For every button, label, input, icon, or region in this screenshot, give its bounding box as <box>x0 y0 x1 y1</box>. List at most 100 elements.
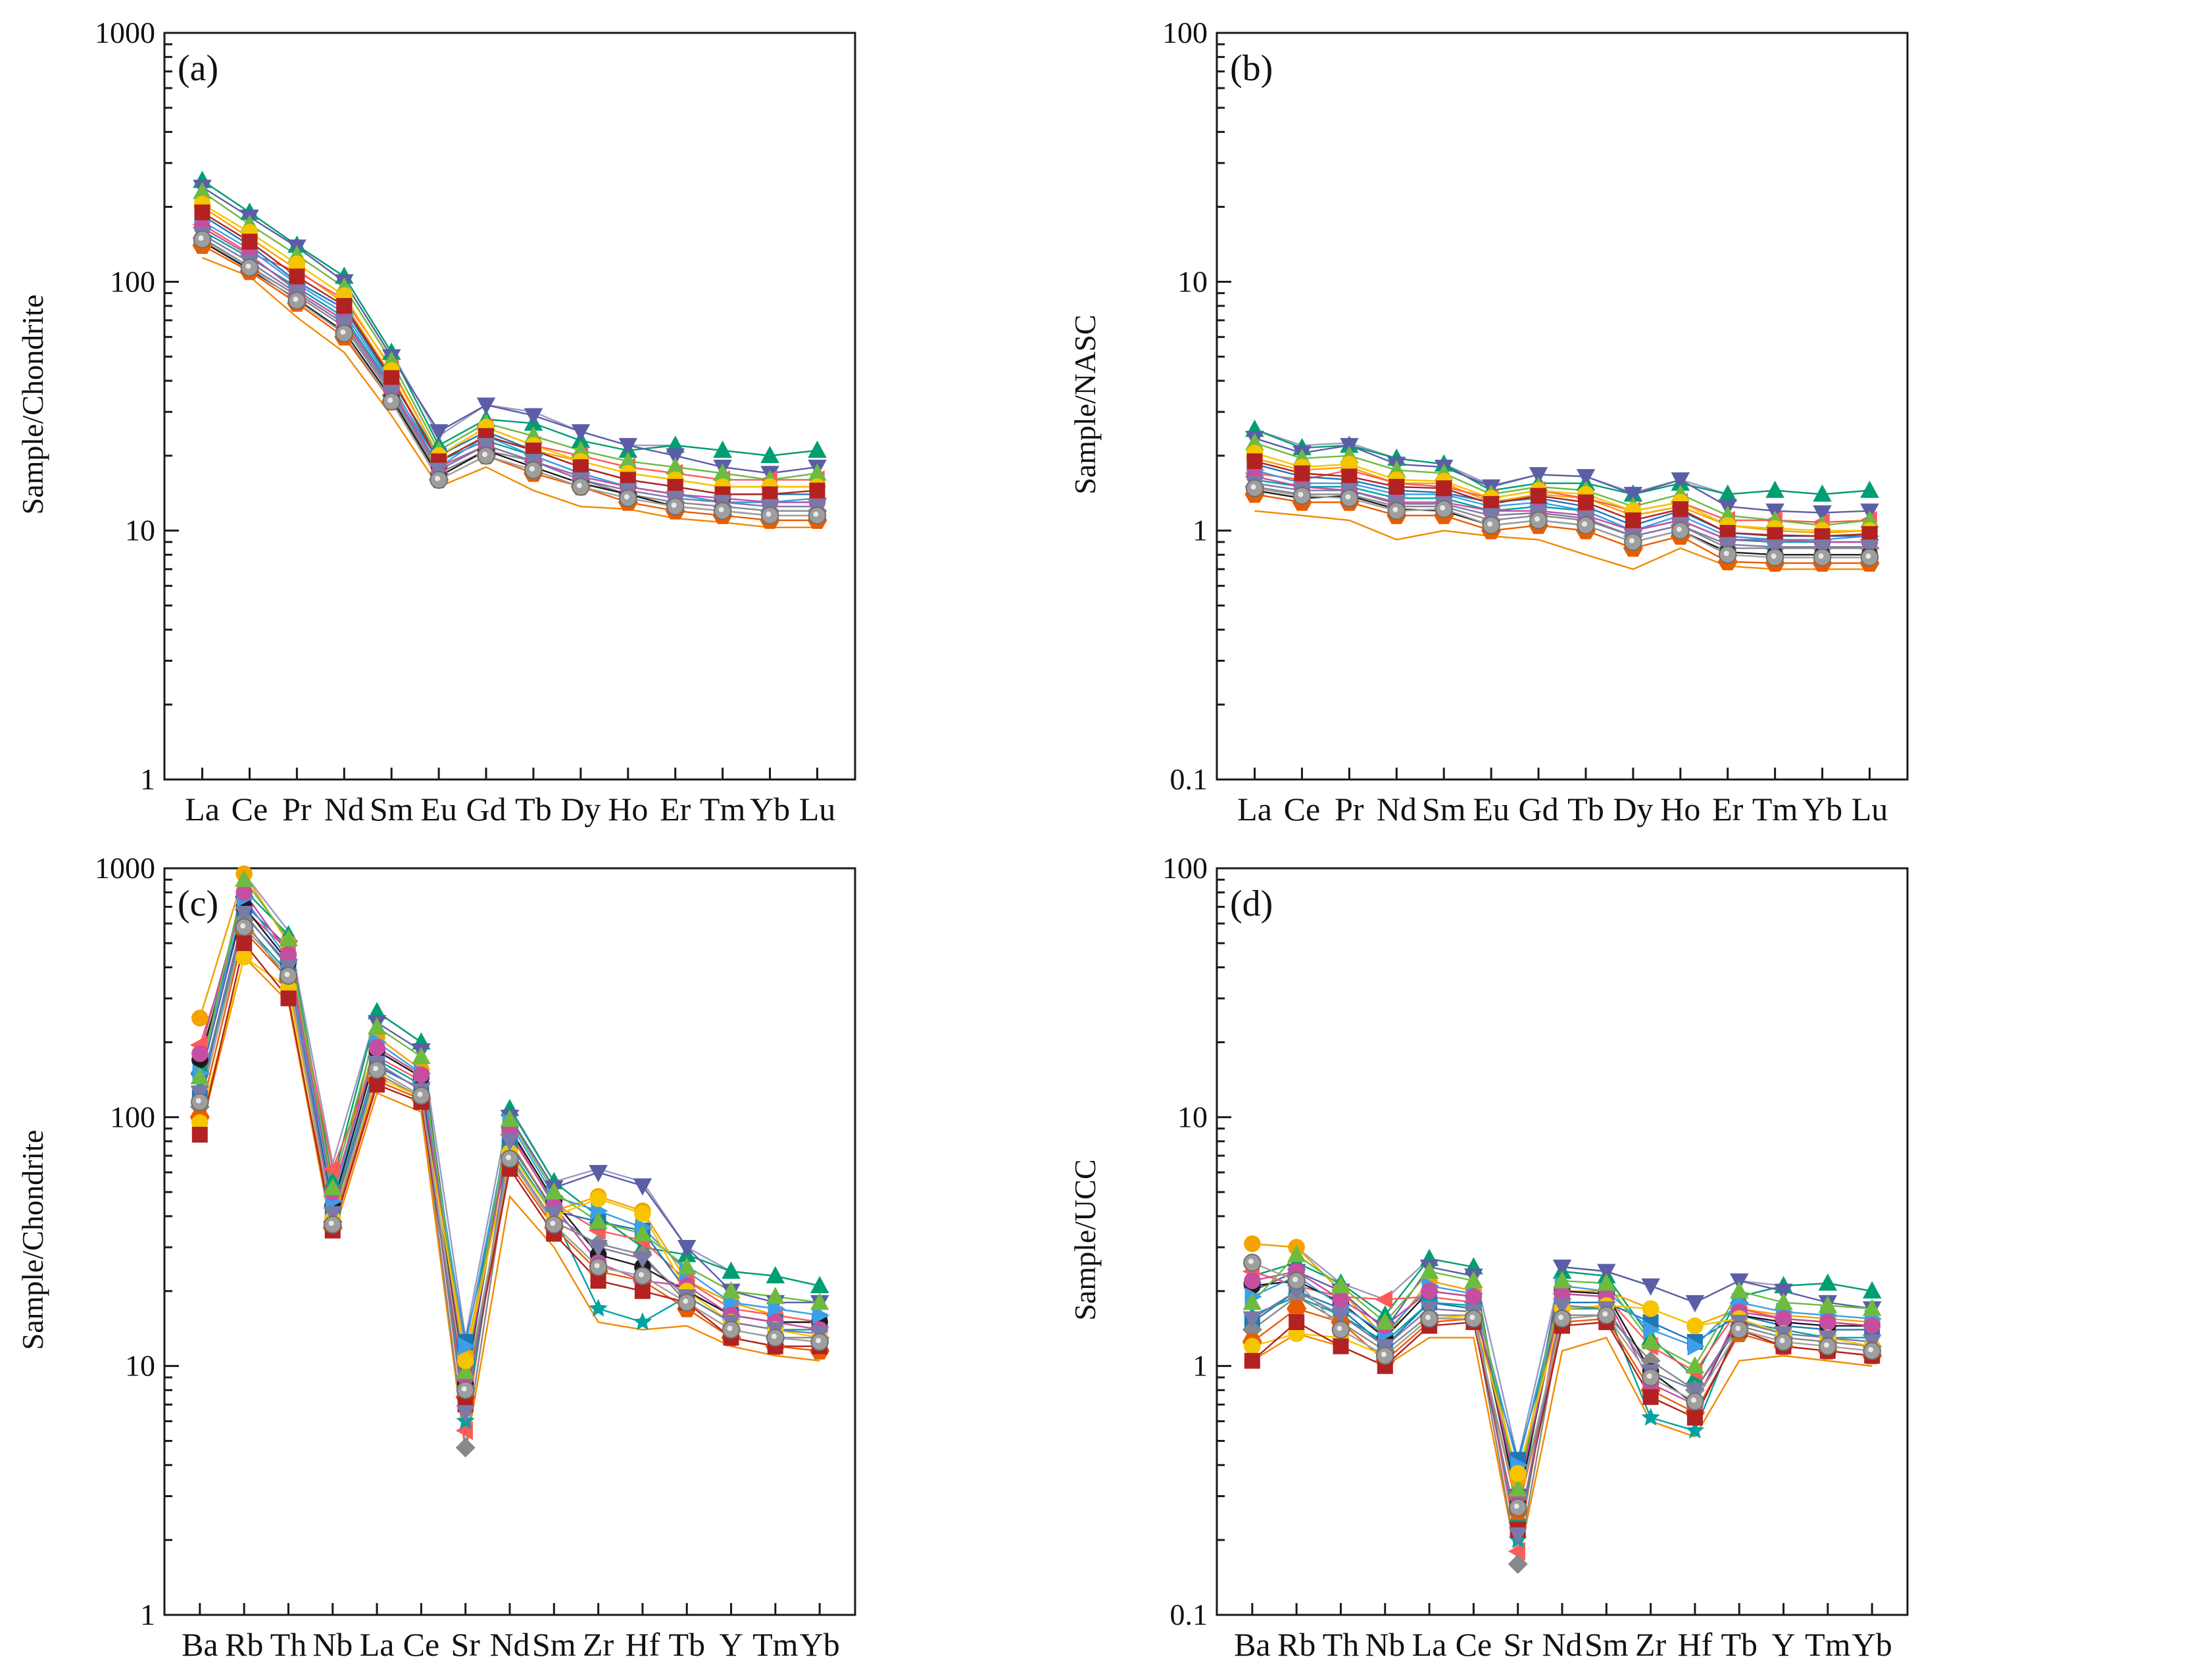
panel-d-category-label: Nb <box>1365 1626 1405 1663</box>
panel-b-point-highlight <box>1487 521 1493 527</box>
panel-d-series-14-point <box>1244 1352 1260 1369</box>
panel-a-ytick-label: 1000 <box>95 16 155 49</box>
panel-d-ytick-label: 100 <box>1162 851 1208 885</box>
panel-a-plot: 1 10 100 1000 La Ce Pr Nd Sm Eu Gd Tb Dy Ho Er Tm Yb Lu <box>95 16 856 828</box>
panel-d-series-15-point <box>1508 1527 1527 1545</box>
panel-d-series-3-point <box>1244 1235 1261 1252</box>
panel-a-series-14-point <box>194 204 210 220</box>
panel-a-series-2-point <box>476 397 496 415</box>
panel-d-series-12-point <box>1729 1281 1749 1299</box>
panel-b-series-14-point <box>1719 525 1736 541</box>
panel-c-series-12-point <box>677 1257 697 1275</box>
panel-d-series-7-point <box>1508 1554 1528 1574</box>
panel-a-category-label: La <box>185 791 220 828</box>
panel-a-category-label: Tb <box>515 791 552 828</box>
panel-c-series-1-point <box>766 1266 785 1284</box>
panel-b-series-2-point <box>1576 469 1596 487</box>
panel-c-series-12-point <box>766 1287 785 1304</box>
panel-a-point-highlight <box>435 476 441 482</box>
panel-d-series-14-point <box>1642 1389 1659 1405</box>
panel-c-point-highlight <box>284 972 290 977</box>
panel-b-series-2-point <box>1813 505 1832 523</box>
panel-a-category-label: Er <box>660 791 691 828</box>
panel-a-category-label: Ce <box>232 791 268 828</box>
panel-b-category-label: Tb <box>1567 791 1604 828</box>
panel-d-point-highlight <box>1425 1314 1431 1320</box>
panel-b-category-label: Dy <box>1613 791 1653 828</box>
panel-c-series-12-point <box>545 1182 564 1200</box>
panel-c-category-label: La <box>360 1626 395 1663</box>
panel-c-ytick-label: 1000 <box>95 851 155 885</box>
panel-b-category-label: Pr <box>1335 791 1364 828</box>
panel-c-category-label: Nb <box>312 1626 353 1663</box>
panel-d-series-12-point <box>1818 1295 1838 1313</box>
panel-b-series-14-point <box>1341 468 1358 485</box>
panel-d-ytick-label: 10 <box>1177 1100 1208 1133</box>
panel-b-series-1-point <box>1813 484 1832 502</box>
panel-b-ytick-label: 1 <box>1192 514 1208 547</box>
panel-d: 0.1 1 10 100 Ba Rb Th Nb La Ce Sr Nd Sm Zr Hf Tb Y Tm Yb (… <box>1068 851 1909 1663</box>
panel-a-category-label: Dy <box>560 791 601 828</box>
panel-c-series-2-point <box>633 1178 652 1196</box>
panel-c-series-7-point <box>455 1437 476 1458</box>
panel-c-ytick-label: 10 <box>125 1349 155 1383</box>
panel-c-series-14-point <box>191 1127 208 1143</box>
panel-a-series-2-point <box>524 408 543 426</box>
panel-c-category-label: Hf <box>626 1626 660 1663</box>
panel-d-category-label: La <box>1412 1626 1447 1663</box>
panel-c-series-15-point <box>589 1239 608 1258</box>
panel-c-ylabel: Sample/Chondrite <box>16 1130 49 1350</box>
panel-d-category-label: Ce <box>1456 1626 1492 1663</box>
panel-d-tag: (d) <box>1230 883 1273 924</box>
panel-c-series-15-point <box>545 1206 564 1223</box>
panel-b-point-highlight <box>1581 521 1587 527</box>
panel-d-point-highlight <box>1558 1314 1563 1320</box>
panel-d-series-14-point <box>1289 1314 1305 1330</box>
panel-a-point-highlight <box>576 483 582 489</box>
panel-b-plot: 0.1 1 10 100 La Ce Pr Nd Sm Eu Gd Tb Dy Ho Er Tm Yb Lu <box>1162 16 1909 828</box>
panel-b-series-15-point <box>1813 539 1832 557</box>
panel-d-series-2-point <box>1685 1295 1705 1313</box>
panel-a-point-highlight <box>813 511 819 517</box>
panel-b-series-14-point <box>1625 512 1641 528</box>
panel-a-category-label: Pr <box>282 791 312 828</box>
panel-c-series-12-point <box>722 1281 741 1299</box>
panel-d-category-label: Ba <box>1234 1626 1271 1663</box>
panel-d-series-12-point <box>1641 1332 1660 1350</box>
panel-b-series-14-point <box>1767 527 1783 543</box>
panel-c-category-label: Y <box>719 1626 743 1663</box>
panel-d-category-label: Zr <box>1635 1626 1667 1663</box>
panel-a-series-12-point <box>808 463 827 481</box>
panel-d-series-11-point <box>1863 1317 1880 1335</box>
panel-b-ytick-label: 10 <box>1177 264 1208 298</box>
panel-b-series-14-point <box>1672 501 1688 517</box>
panel-a-series-12-point <box>618 451 638 469</box>
panel-a-point-highlight <box>387 397 393 403</box>
panel-c-series-14-point <box>236 935 253 951</box>
panel-a-series-1-line <box>201 180 818 457</box>
panel-a-point-highlight <box>529 466 535 472</box>
panel-c-series-13-point <box>634 1205 651 1222</box>
panel-c-point-highlight <box>816 1338 822 1344</box>
panel-a-envelope-lower <box>202 257 818 528</box>
panel-b-series-2-point <box>1623 487 1643 505</box>
panel-d-series-11-point <box>1421 1283 1438 1300</box>
panel-d-series-15-point <box>1242 1311 1262 1329</box>
panel-d-point-highlight <box>1735 1325 1741 1331</box>
panel-c-series-4-point <box>322 1159 341 1179</box>
panel-b-point-highlight <box>1440 505 1446 510</box>
panel-a-category-label: Nd <box>324 791 364 828</box>
panel-a: 1 10 100 1000 La Ce Pr Nd Sm Eu Gd Tb Dy Ho Er Tm Yb Lu (… <box>16 16 856 828</box>
panel-c-plot: 1 10 100 1000 Ba Rb Th Nb La Ce Sr Nd Sm Zr Hf Tb Y Tm Yb <box>95 851 856 1663</box>
panel-d-series-14-point <box>1333 1338 1349 1354</box>
panel-d-series-12-point <box>1375 1312 1395 1330</box>
panel-a-series-12-point <box>571 440 591 458</box>
panel-d-point-highlight <box>1337 1325 1342 1331</box>
panel-a-category-label: Gd <box>466 791 506 828</box>
panel-d-category-label: Rb <box>1277 1626 1315 1663</box>
panel-a-series-15-point <box>476 437 496 456</box>
panel-d-series-11-point <box>1775 1310 1792 1327</box>
panel-d-ytick-label: 0.1 <box>1170 1598 1208 1631</box>
panel-d-series-11-point <box>1244 1272 1261 1289</box>
